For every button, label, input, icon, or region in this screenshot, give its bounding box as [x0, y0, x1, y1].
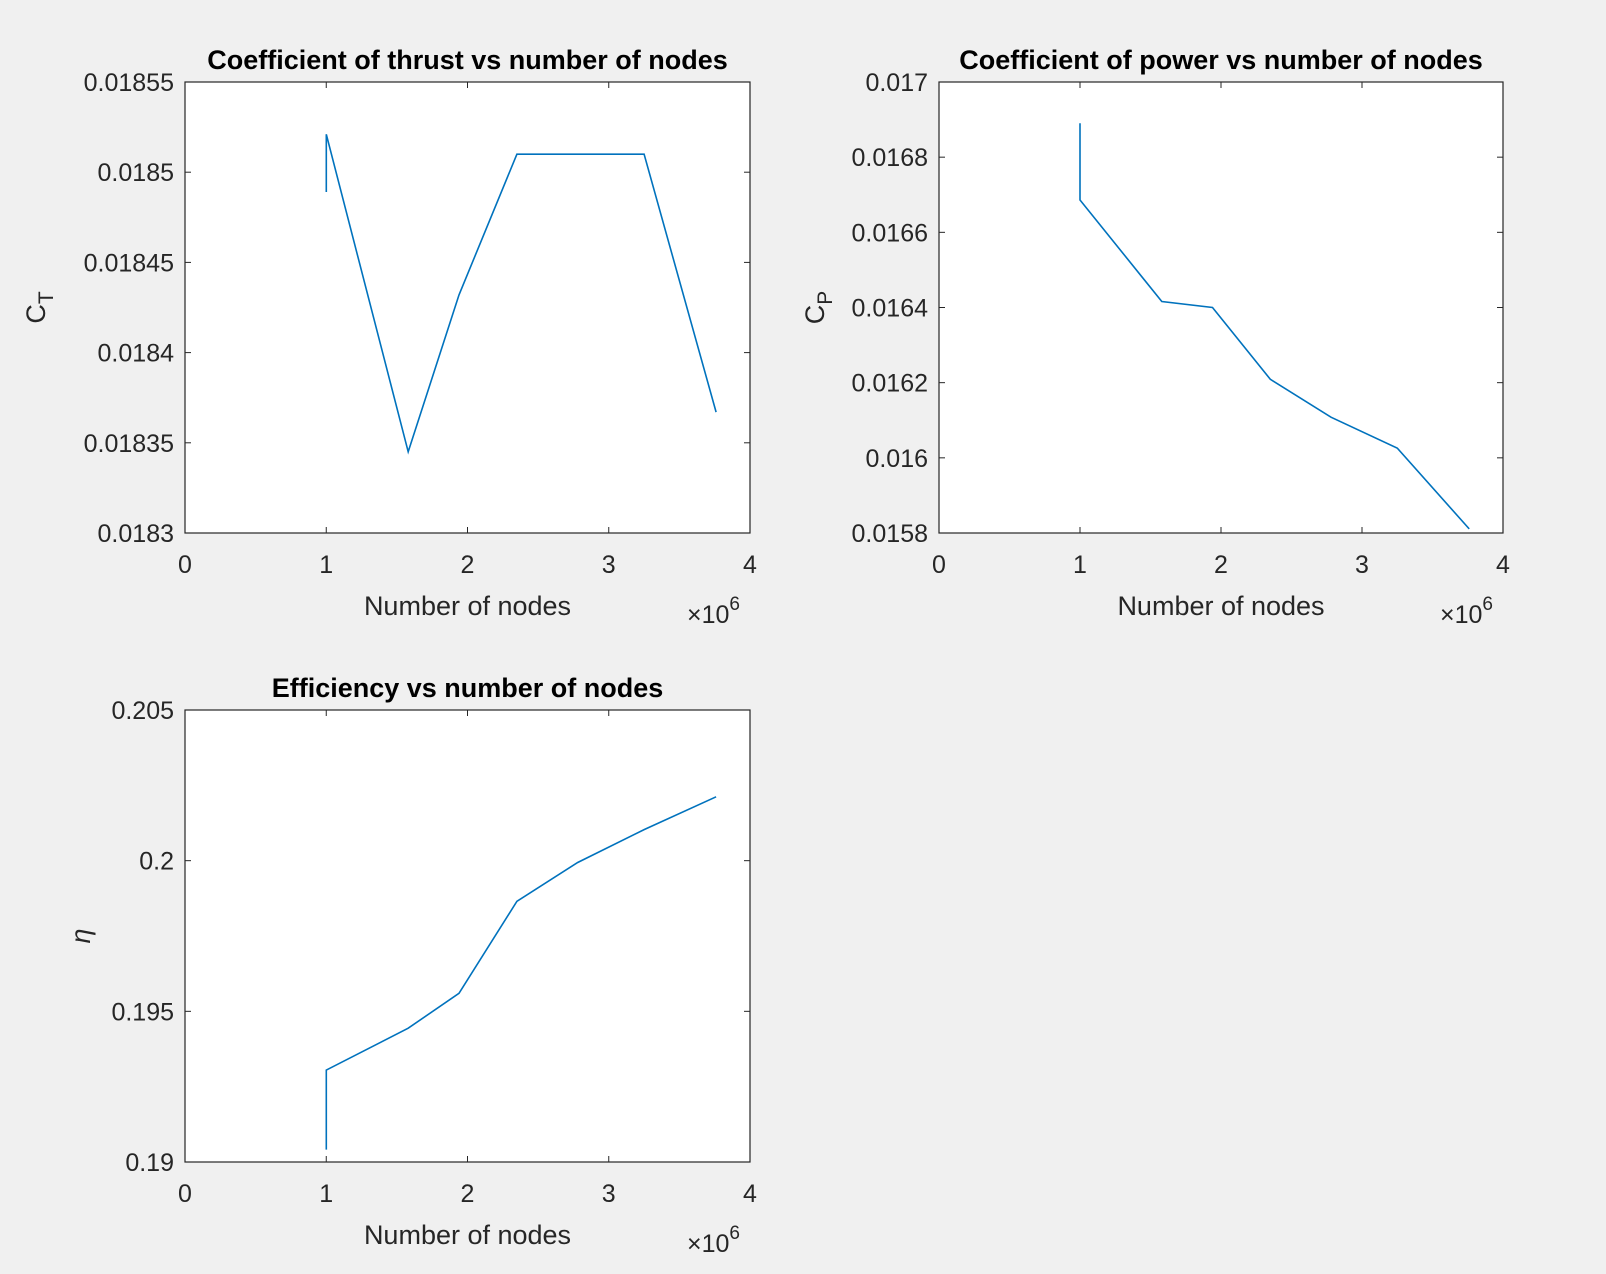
- y-tick-label: 0.017: [865, 69, 928, 97]
- chart-title: Efficiency vs number of nodes: [272, 673, 664, 703]
- subplot-3: 0 1 2 3 4 0.19 0.195 0.2 0.205 Efficiency vs numb…: [66, 673, 757, 1258]
- y-axis-label-main: η: [66, 929, 96, 944]
- y-tick-label: 0.01855: [84, 69, 174, 97]
- y-tick-label: 0.01835: [84, 430, 174, 458]
- x-tick-label: 2: [1214, 551, 1228, 579]
- y-tick-label: 0.01845: [84, 249, 174, 277]
- series-line-eta: [325, 796, 717, 1150]
- x-tick-label: 0: [178, 1180, 192, 1208]
- x-exponent-label: ×106: [687, 1223, 740, 1258]
- y-tick-label: 0.0183: [98, 520, 174, 548]
- x-tick-label: 3: [602, 551, 616, 579]
- x-axis-label: Number of nodes: [364, 1220, 571, 1250]
- chart-title: Coefficient of thrust vs number of nodes: [207, 45, 728, 75]
- plot-area: [184, 709, 751, 1163]
- x-exponent-label: ×106: [1440, 594, 1493, 629]
- y-axis-label-sub: T: [35, 291, 58, 304]
- y-tick-label: 0.0166: [852, 219, 928, 247]
- y-axis-label: η: [66, 929, 96, 944]
- x-exponent-power: 6: [729, 594, 740, 615]
- y-tick-label: 0.0158: [852, 520, 928, 548]
- y-tick-label: 0.0184: [98, 340, 175, 368]
- x-exponent-power: 6: [729, 1223, 740, 1244]
- subplot-2: 0 1 2 3 4 0.0158 0.016 0.0162 0.0164 0.0166 0.0168…: [800, 45, 1510, 629]
- x-exponent-base: ×10: [687, 601, 729, 629]
- x-exponent-power: 6: [1482, 594, 1493, 615]
- x-axis-label: Number of nodes: [1117, 591, 1324, 621]
- plot-area: [184, 81, 751, 534]
- x-exponent-base: ×10: [1440, 601, 1482, 629]
- plot-area: [938, 81, 1504, 534]
- x-tick-label: 4: [743, 1180, 757, 1208]
- x-tick-label: 2: [461, 1180, 475, 1208]
- x-tick-label: 0: [178, 551, 192, 579]
- y-tick-label: 0.0162: [852, 370, 928, 398]
- y-tick-label: 0.0168: [852, 144, 928, 172]
- y-axis-label: CT: [21, 291, 58, 324]
- chart-title: Coefficient of power vs number of nodes: [959, 45, 1483, 75]
- y-tick-label: 0.0164: [852, 295, 929, 323]
- x-tick-label: 4: [743, 551, 757, 579]
- x-tick-label: 1: [1073, 551, 1087, 579]
- y-axis-label-main: C: [21, 304, 51, 324]
- x-tick-label: 2: [461, 551, 475, 579]
- x-axis-label: Number of nodes: [364, 591, 571, 621]
- y-tick-label: 0.2: [139, 848, 174, 876]
- y-axis-label: CP: [800, 291, 837, 325]
- x-tick-label: 3: [602, 1180, 616, 1208]
- y-tick-label: 0.0185: [98, 159, 174, 187]
- x-tick-label: 0: [932, 551, 946, 579]
- series-line-CT: [325, 134, 717, 455]
- x-tick-label: 4: [1496, 551, 1510, 579]
- series-line-CP: [1079, 123, 1470, 530]
- x-tick-label: 3: [1355, 551, 1369, 579]
- x-tick-label: 1: [319, 1180, 333, 1208]
- y-tick-label: 0.19: [125, 1149, 174, 1177]
- y-tick-label: 0.016: [865, 445, 928, 473]
- y-axis-label-sub: P: [814, 291, 837, 305]
- x-exponent-label: ×106: [687, 594, 740, 629]
- y-tick-label: 0.205: [111, 697, 174, 725]
- x-tick-label: 1: [319, 551, 333, 579]
- y-tick-label: 0.195: [111, 998, 174, 1026]
- x-exponent-base: ×10: [687, 1230, 729, 1258]
- y-axis-label-main: C: [800, 305, 830, 325]
- subplot-1: 0 1 2 3 4 0.0183 0.01835 0.0184 0.01845 0.0185 0.0…: [21, 45, 757, 629]
